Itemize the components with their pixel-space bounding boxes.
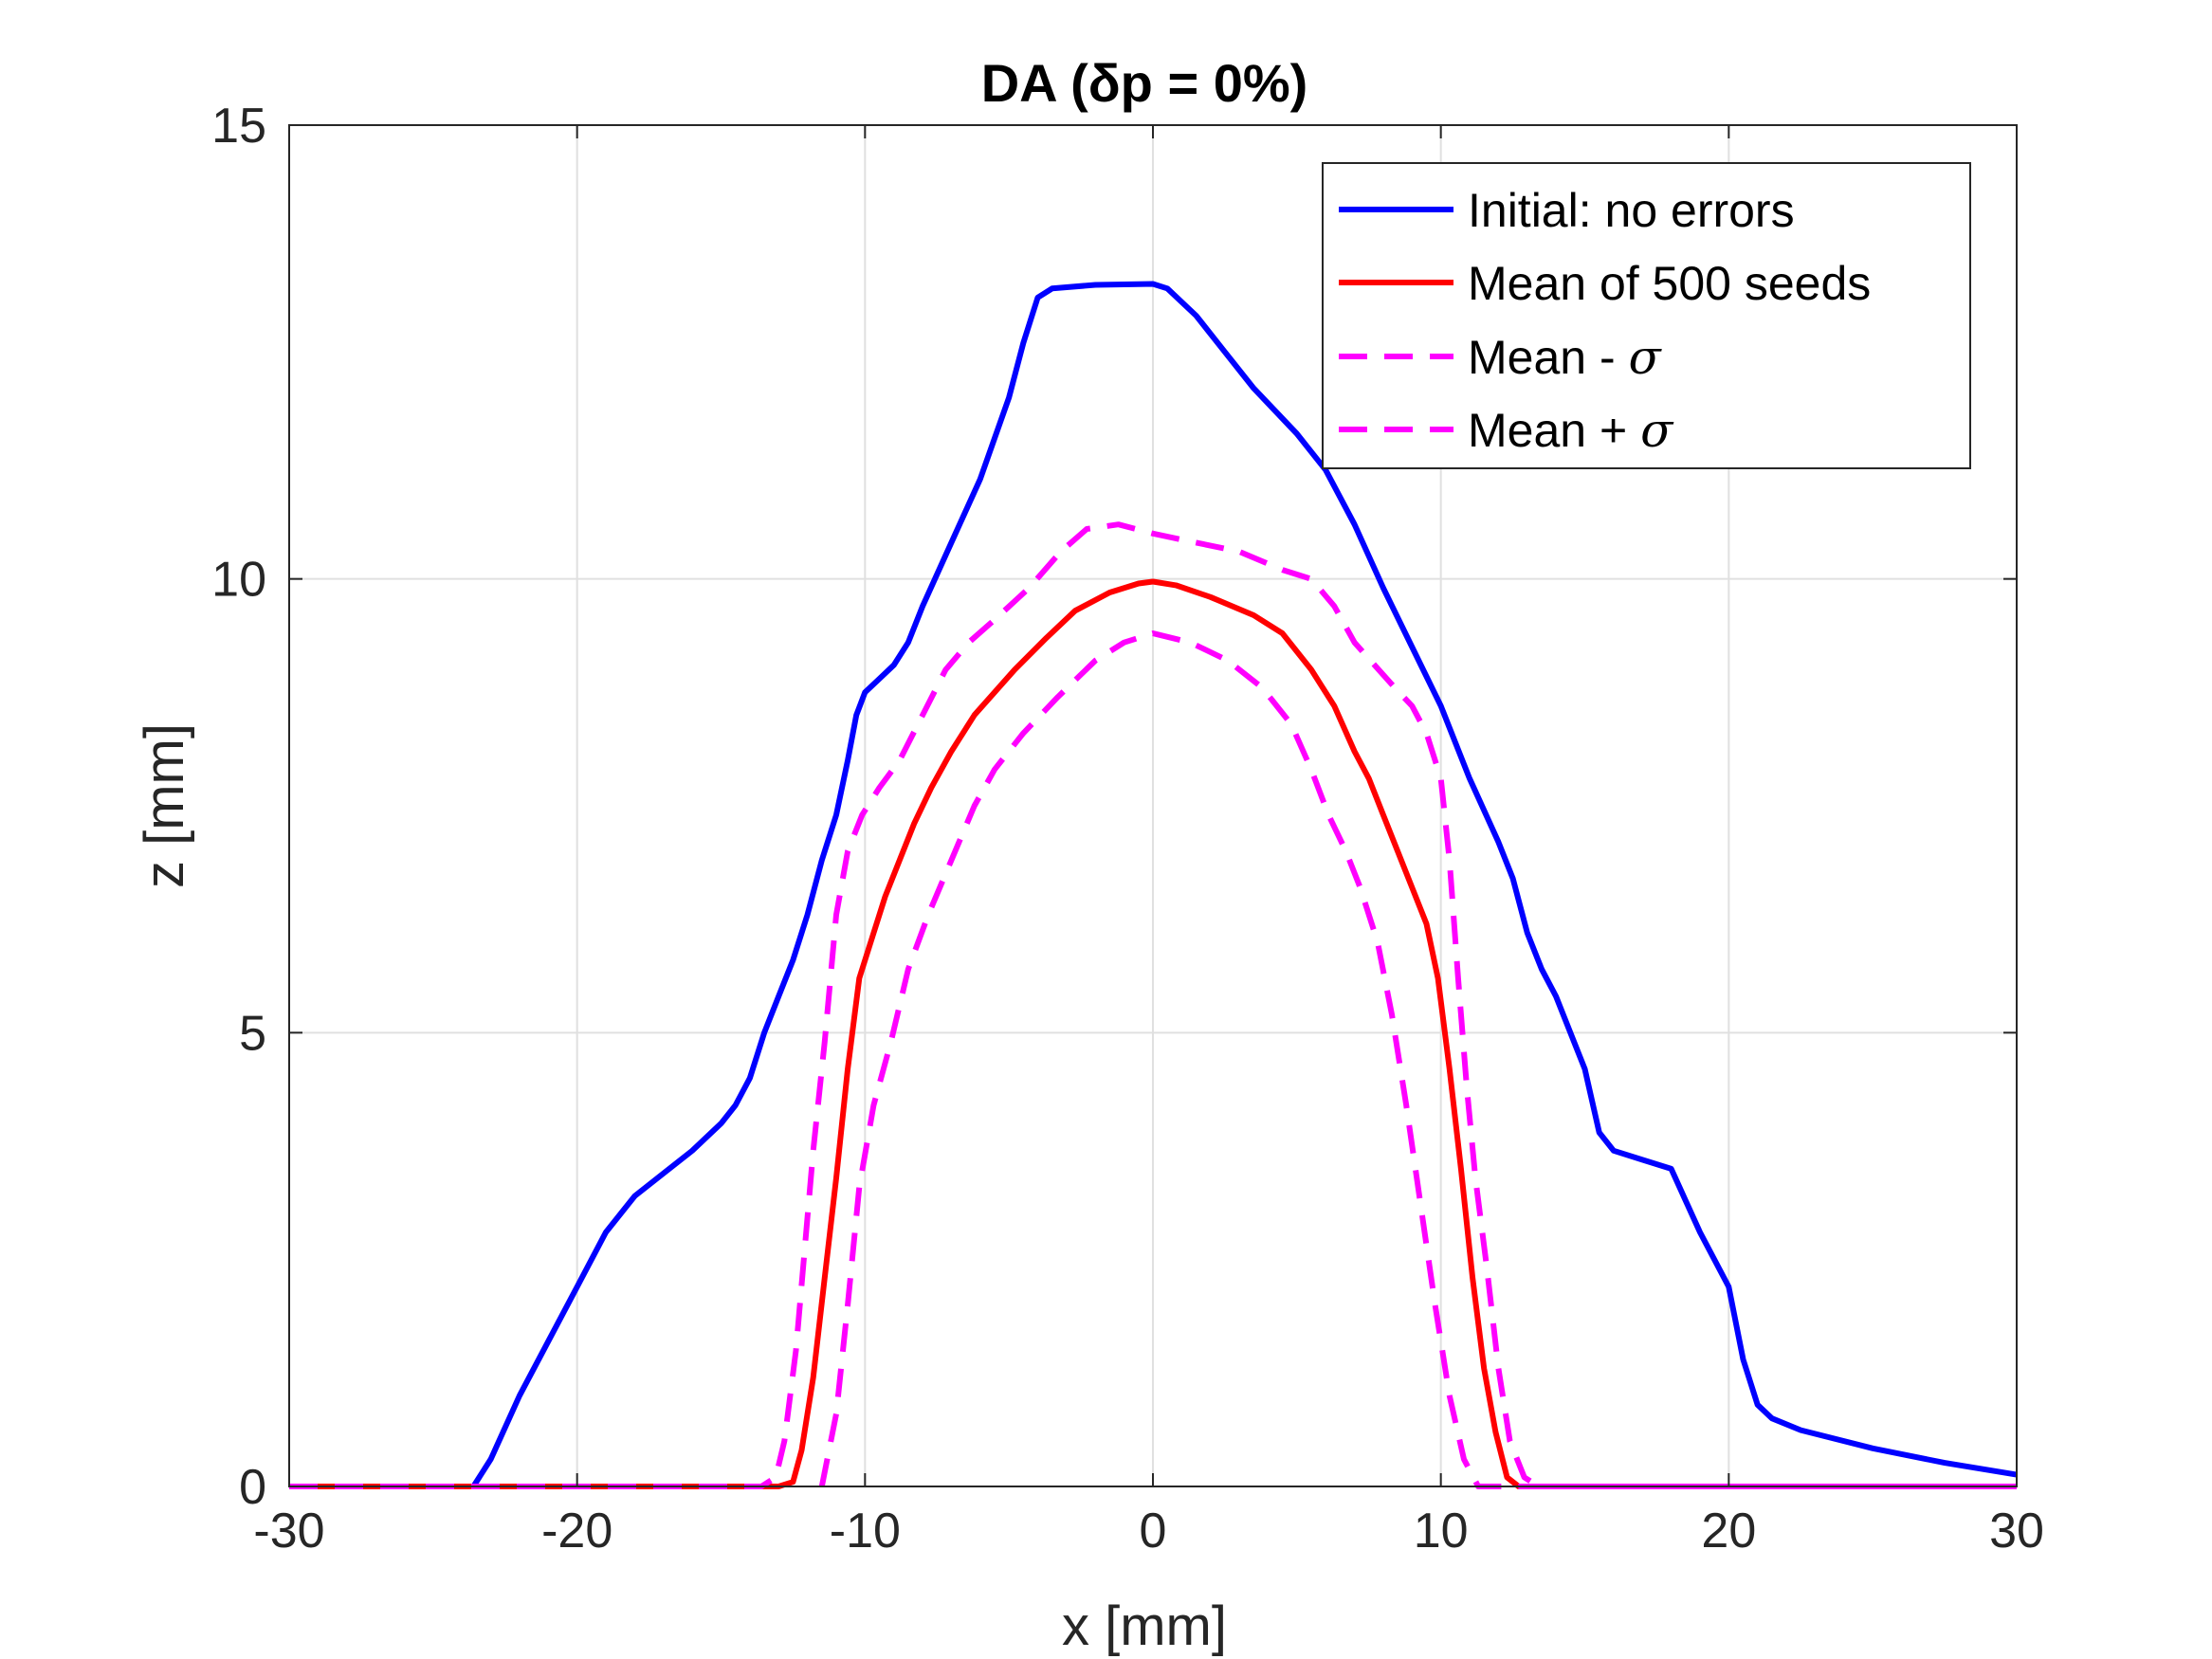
- y-tick-label: 5: [239, 1006, 266, 1061]
- legend-label: Mean + σ: [1468, 403, 1674, 458]
- y-tick-label: 0: [239, 1460, 266, 1515]
- legend-box: [1322, 162, 1971, 469]
- x-tick-label: 30: [1989, 1504, 2044, 1559]
- chart-title: DA (δp = 0%): [981, 53, 1308, 113]
- series-line-mean: [289, 521, 2017, 1489]
- y-tick-label: 10: [211, 553, 266, 608]
- x-tick-label: 20: [1701, 1504, 1756, 1559]
- x-tick-label: 10: [1414, 1504, 1469, 1559]
- series-line-mean: [818, 630, 2017, 1489]
- y-axis-label: z [mm]: [134, 723, 195, 888]
- series-line-initial-no-errors: [289, 281, 2018, 1489]
- axis-ticks: [288, 124, 2018, 1487]
- legend-label: Mean - σ: [1468, 330, 1663, 385]
- x-tick-label: -30: [253, 1504, 324, 1559]
- series-line-mean-of-500-seeds: [289, 578, 2017, 1489]
- legend-label: Mean of 500 seeds: [1468, 257, 1871, 310]
- x-tick-label: 0: [1140, 1504, 1167, 1559]
- legend-label: Initial: no errors: [1468, 184, 1795, 237]
- tick-labels: -30 -20 -10 0 10 20 30 0 5 10 15: [211, 99, 2044, 1559]
- y-tick-label: 15: [211, 99, 266, 154]
- legend: Initial: no errors Mean of 500 seeds Mean …: [1322, 162, 1971, 469]
- x-tick-label: -10: [830, 1504, 901, 1559]
- x-axis-label: x [mm]: [1062, 1595, 1227, 1657]
- series-layer: [289, 281, 2018, 1489]
- x-tick-label: -20: [541, 1504, 612, 1559]
